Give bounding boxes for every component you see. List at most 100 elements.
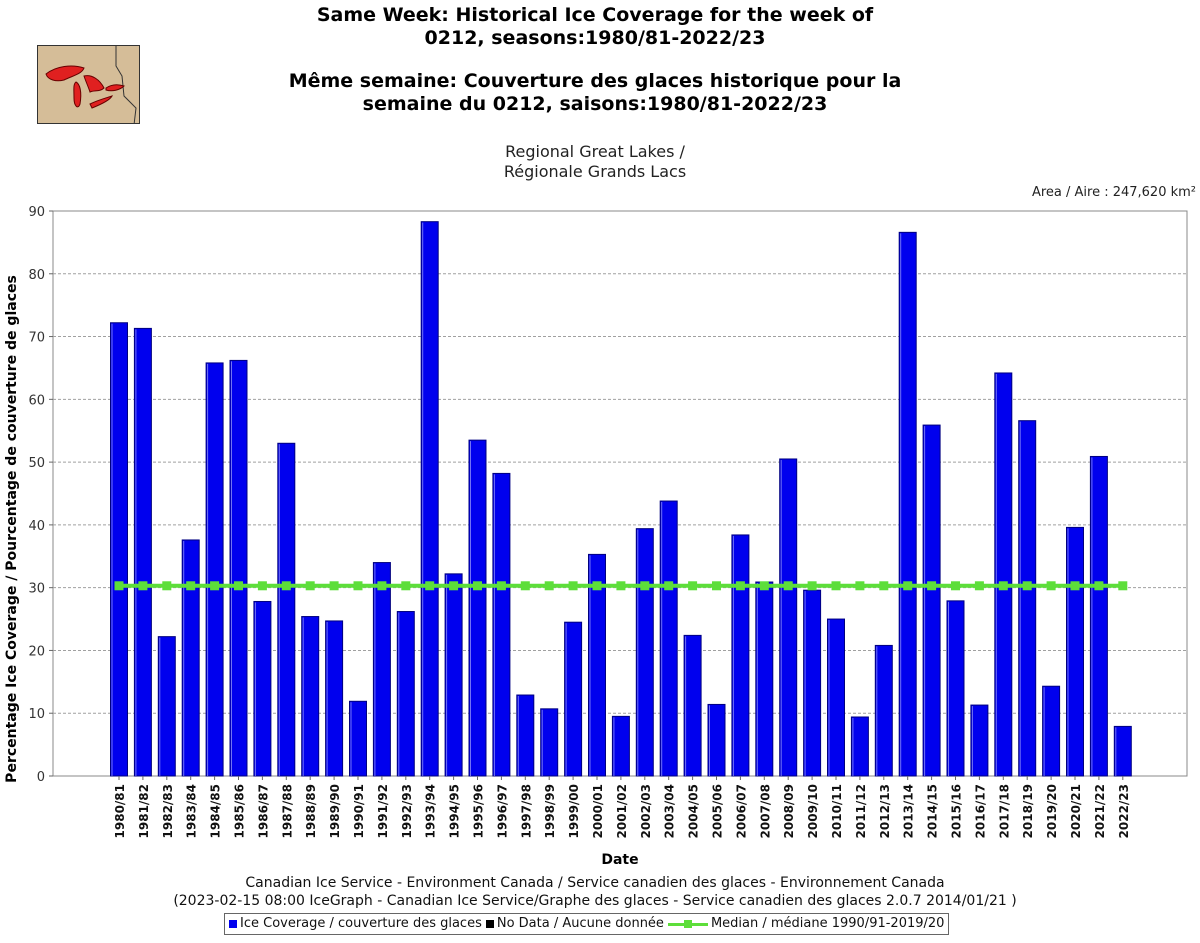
x-tick-label: 1989/90: [328, 784, 342, 838]
median-marker: [377, 581, 387, 591]
x-tick-label: 2015/16: [950, 784, 964, 838]
legend-item-ice: Ice Coverage / couverture des glaces: [229, 914, 482, 934]
title-line: Same Week: Historical Ice Coverage for t…: [316, 4, 874, 26]
x-tick-label: 1996/97: [495, 784, 509, 838]
x-tick-label: 2009/10: [806, 784, 820, 838]
y-tick-label: 80: [28, 268, 45, 283]
x-tick-label: 2012/13: [878, 784, 892, 838]
median-marker: [735, 581, 745, 591]
bar: [922, 424, 941, 777]
x-axis-label: Date: [601, 852, 638, 868]
y-tick-label: 40: [28, 519, 45, 534]
x-tick-label: 2006/07: [734, 784, 748, 838]
bar: [325, 620, 344, 777]
bar: [755, 581, 774, 777]
legend-swatch-median: [667, 919, 708, 929]
bar: [133, 327, 152, 777]
y-tick-label: 60: [28, 393, 45, 408]
x-tick-label: 1991/92: [376, 784, 390, 838]
bar: [659, 500, 678, 777]
x-tick-label: 1998/99: [543, 784, 557, 838]
median-marker: [640, 581, 650, 591]
y-tick-label: 20: [28, 644, 45, 659]
x-tick-label: 2000/01: [591, 784, 605, 838]
x-tick-label: 1983/84: [185, 784, 199, 838]
median-marker: [1022, 581, 1032, 591]
x-tick-label: 1980/81: [113, 784, 127, 838]
x-tick-label: 1981/82: [137, 784, 151, 838]
title-line: semaine du 0212, saisons:1980/81-2022/23: [362, 93, 828, 115]
x-tick-label: 2011/12: [854, 784, 868, 838]
bar: [850, 716, 869, 777]
x-tick-label: 2007/08: [758, 784, 772, 838]
x-tick-label: 1988/89: [304, 784, 318, 838]
x-tick-label: 2013/14: [902, 784, 916, 838]
median-marker: [807, 581, 817, 591]
legend-label-ice: Ice Coverage / couverture des glaces: [240, 916, 482, 931]
bar: [444, 573, 463, 777]
median-marker: [783, 581, 793, 591]
bar: [731, 534, 750, 777]
bar: [205, 362, 224, 777]
x-tick-label: 1995/96: [472, 784, 486, 838]
bar: [635, 528, 654, 777]
median-marker: [592, 581, 602, 591]
x-tick-label: 1990/91: [352, 784, 366, 838]
median-marker: [114, 581, 124, 591]
x-tick-label: 2017/18: [997, 784, 1011, 838]
x-tick-label: 2020/21: [1069, 784, 1083, 838]
x-tick-label: 1997/98: [519, 784, 533, 838]
legend-label-median: Median / médiane 1990/91-2019/20: [710, 916, 945, 931]
median-marker: [281, 581, 291, 591]
bar: [874, 644, 893, 777]
median-marker: [1118, 581, 1128, 591]
median-marker: [879, 581, 889, 591]
legend-swatch-ice: [229, 920, 237, 928]
chart-title-english: Same Week: Historical Ice Coverage for t…: [180, 4, 1010, 50]
x-tick-label: 2018/19: [1021, 784, 1035, 838]
bar: [229, 359, 248, 777]
median-marker: [234, 581, 243, 591]
median-marker: [927, 581, 937, 591]
median-marker: [1046, 581, 1056, 591]
x-tick-label: 1992/93: [400, 784, 414, 838]
median-marker: [568, 581, 578, 591]
x-tick-label: 1987/88: [280, 784, 294, 838]
median-marker: [425, 581, 435, 591]
median-marker: [1070, 581, 1080, 591]
bar: [611, 715, 630, 777]
bar: [540, 708, 559, 777]
median-marker: [305, 581, 315, 591]
median-marker: [138, 581, 148, 591]
median-marker: [1094, 581, 1104, 591]
legend-swatch-nodata: [485, 920, 494, 928]
y-tick-label: 50: [28, 456, 45, 471]
subtitle-line: Régionale Grands Lacs: [503, 162, 687, 181]
median-marker: [329, 581, 339, 591]
bar: [803, 589, 822, 777]
median-marker: [544, 581, 554, 591]
y-tick-label: 10: [28, 707, 45, 722]
bar: [1042, 685, 1061, 777]
footer-version: (2023-02-15 08:00 IceGraph - Canadian Ic…: [173, 893, 1017, 909]
bar: [970, 704, 989, 777]
median-marker: [759, 581, 769, 591]
x-tick-label: 2005/06: [711, 784, 725, 838]
bar-chart: 0 10 20 30 40 50 60 70 80 90 1980/81 1981/82 1982/8…: [4, 205, 1188, 868]
x-tick-label: 2021/22: [1093, 784, 1107, 838]
chart-legend: Ice Coverage / couverture des glaces No …: [224, 913, 950, 935]
median-marker: [162, 581, 172, 591]
median-marker: [903, 581, 913, 591]
median-marker: [616, 581, 626, 591]
bar: [1018, 420, 1037, 777]
great-lakes-map-icon: [37, 45, 140, 124]
median-marker: [951, 581, 960, 591]
x-tick-label: 2014/15: [926, 784, 940, 838]
bar: [396, 611, 415, 777]
x-tick-label: 1984/85: [209, 784, 223, 838]
x-tick-label: 1994/95: [448, 784, 462, 838]
x-tick-label: 2008/09: [782, 784, 796, 838]
x-tick-label: 1982/83: [161, 784, 175, 838]
chart-subtitle: Regional Great Lakes / Régionale Grands …: [300, 142, 890, 182]
bar: [1113, 725, 1132, 777]
